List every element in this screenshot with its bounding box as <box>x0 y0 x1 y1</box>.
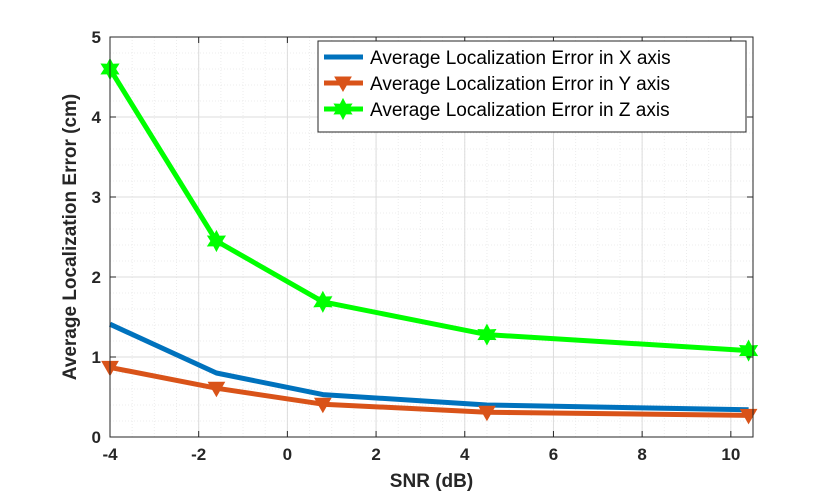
x-tick-label: 2 <box>371 445 380 464</box>
x-tick-label: -4 <box>102 445 118 464</box>
data-point-marker <box>313 290 333 313</box>
y-axis-label: Average Localization Error (cm) <box>60 94 81 380</box>
x-tick-label: 0 <box>283 445 292 464</box>
x-tick-label: 4 <box>460 445 470 464</box>
y-tick-label: 4 <box>92 108 102 127</box>
series-line <box>108 321 749 413</box>
x-tick-label: 6 <box>549 445 558 464</box>
legend-label: Average Localization Error in Y axis <box>370 74 670 95</box>
series-z-axis-error <box>100 57 759 362</box>
y-axis-ticks: 0 1 2 3 4 5 <box>92 28 753 447</box>
axes-box <box>109 36 754 438</box>
data-point-marker <box>313 397 332 414</box>
x-axis-label: SNR (dB) <box>390 471 473 491</box>
data-point-marker <box>477 323 497 346</box>
legend-label: Average Localization Error in X axis <box>370 48 671 69</box>
x-tick-label: 8 <box>637 445 646 464</box>
series-x-axis-error <box>108 321 749 413</box>
data-point-marker <box>206 229 227 253</box>
data-point-marker <box>738 339 759 362</box>
x-tick-label: 10 <box>721 445 740 464</box>
legend: Average Localization Error in X axis Aver… <box>317 40 747 133</box>
legend-entry: Average Localization Error in Z axis <box>324 97 670 121</box>
y-tick-label: 0 <box>92 428 101 447</box>
y-tick-label: 2 <box>92 268 101 287</box>
y-tick-label: 5 <box>92 28 101 47</box>
x-axis-ticks: -4 -2 0 2 4 6 8 10 <box>102 37 740 464</box>
x-tick-label: -2 <box>191 445 206 464</box>
y-tick-label: 3 <box>92 188 101 207</box>
data-point-marker <box>478 405 496 422</box>
y-tick-label: 1 <box>92 348 101 367</box>
legend-entry: Average Localization Error in X axis <box>324 48 671 69</box>
legend-entry: Average Localization Error in Y axis <box>324 74 670 95</box>
legend-box <box>317 40 747 133</box>
data-point-marker <box>207 381 226 398</box>
series-y-axis-error <box>101 360 758 425</box>
legend-label: Average Localization Error in Z axis <box>370 100 670 121</box>
legend-marker <box>334 76 352 93</box>
legend-marker <box>333 97 353 121</box>
